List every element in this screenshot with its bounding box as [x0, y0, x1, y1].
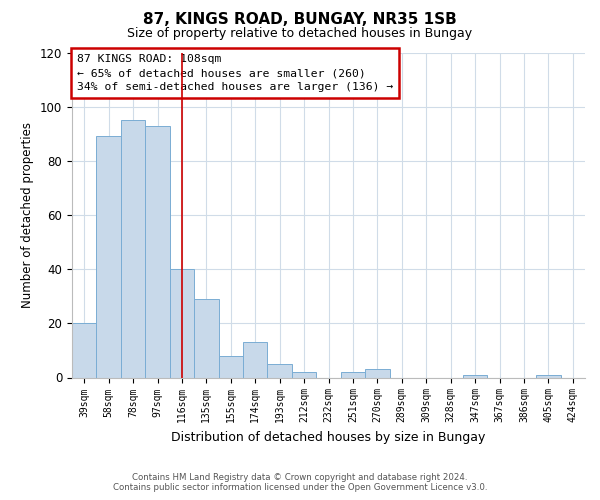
- Text: Contains HM Land Registry data © Crown copyright and database right 2024.
Contai: Contains HM Land Registry data © Crown c…: [113, 473, 487, 492]
- Bar: [243, 342, 268, 378]
- Y-axis label: Number of detached properties: Number of detached properties: [22, 122, 34, 308]
- Bar: [536, 375, 560, 378]
- X-axis label: Distribution of detached houses by size in Bungay: Distribution of detached houses by size …: [172, 431, 485, 444]
- Bar: [268, 364, 292, 378]
- Text: 87 KINGS ROAD: 108sqm
← 65% of detached houses are smaller (260)
34% of semi-det: 87 KINGS ROAD: 108sqm ← 65% of detached …: [77, 54, 394, 92]
- Bar: [121, 120, 145, 378]
- Bar: [292, 372, 316, 378]
- Bar: [97, 136, 121, 378]
- Bar: [463, 375, 487, 378]
- Bar: [194, 299, 218, 378]
- Bar: [341, 372, 365, 378]
- Bar: [218, 356, 243, 378]
- Text: Size of property relative to detached houses in Bungay: Size of property relative to detached ho…: [127, 28, 473, 40]
- Text: 87, KINGS ROAD, BUNGAY, NR35 1SB: 87, KINGS ROAD, BUNGAY, NR35 1SB: [143, 12, 457, 28]
- Bar: [170, 269, 194, 378]
- Bar: [72, 324, 97, 378]
- Bar: [145, 126, 170, 378]
- Bar: [365, 370, 389, 378]
